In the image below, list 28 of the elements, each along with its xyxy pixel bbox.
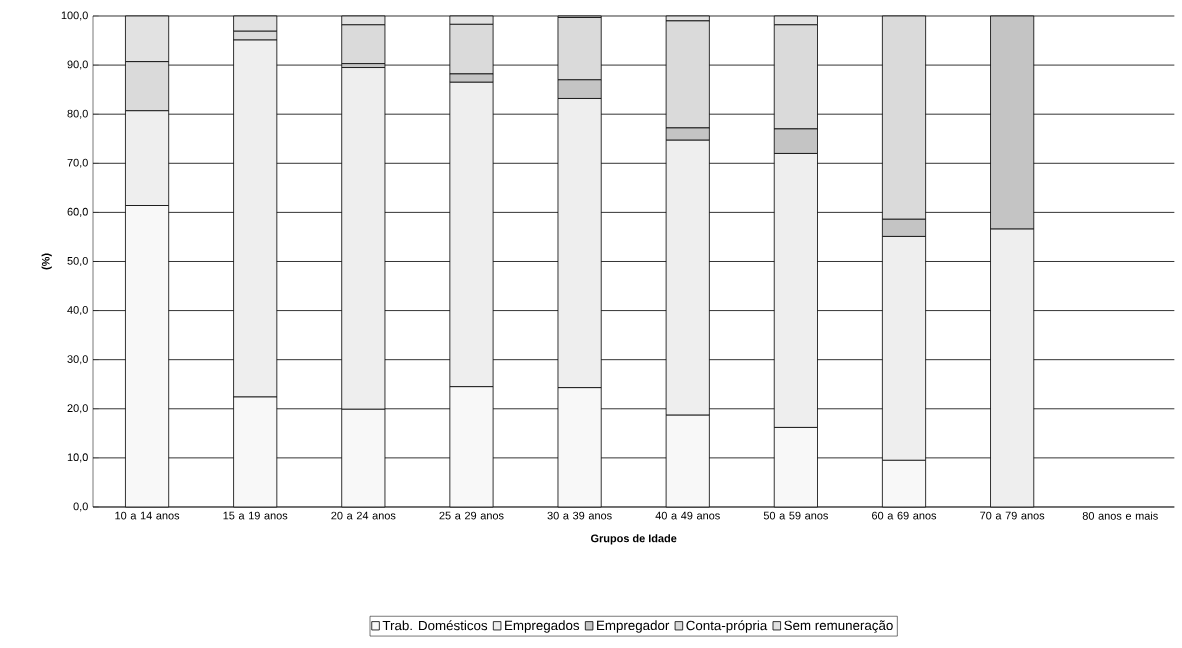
x-tick-label: 15 a 19 anos — [223, 511, 288, 520]
y-tick-label: 90,0 — [67, 60, 88, 70]
y-axis-title: (%) — [41, 253, 52, 270]
y-tick-label: 10,0 — [67, 453, 88, 463]
x-tick-label: 20 a 24 anos — [331, 511, 396, 520]
y-tick-label: 50,0 — [67, 256, 88, 267]
legend-label: Empregador — [597, 620, 670, 633]
y-tick-label: 20,0 — [67, 404, 88, 414]
x-tick-label: 40 a 49 anos — [655, 511, 720, 520]
x-axis-title: Grupos de Idade — [590, 534, 677, 545]
x-tick-label: 50 a 59 anos — [763, 511, 828, 520]
legend-label: Sem remuneração — [784, 620, 893, 633]
x-tick-label: 30 a 39 anos — [547, 511, 612, 520]
x-tick-label: 25 a 29 anos — [439, 511, 504, 520]
y-tick-label: 40,0 — [67, 306, 88, 316]
y-tick-label: 30,0 — [67, 355, 88, 365]
y-tick-label: 80,0 — [67, 109, 88, 119]
legend-label: Conta-própria — [686, 620, 768, 633]
x-tick-label: 80 anos e mais — [1082, 511, 1158, 520]
y-tick-label: 70,0 — [67, 158, 88, 168]
x-tick-label: 10 a 14 anos — [115, 511, 180, 520]
x-tick-label: 60 a 69 anos — [872, 511, 937, 520]
y-tick-label: 0,0 — [73, 502, 88, 512]
legend-label: Empregados — [505, 620, 580, 633]
y-tick-label: 100,0 — [61, 11, 88, 21]
x-tick-label: 70 a 79 anos — [980, 511, 1045, 520]
legend-label: Trab. Domésticos — [382, 620, 488, 631]
y-tick-label: 60,0 — [67, 207, 88, 217]
